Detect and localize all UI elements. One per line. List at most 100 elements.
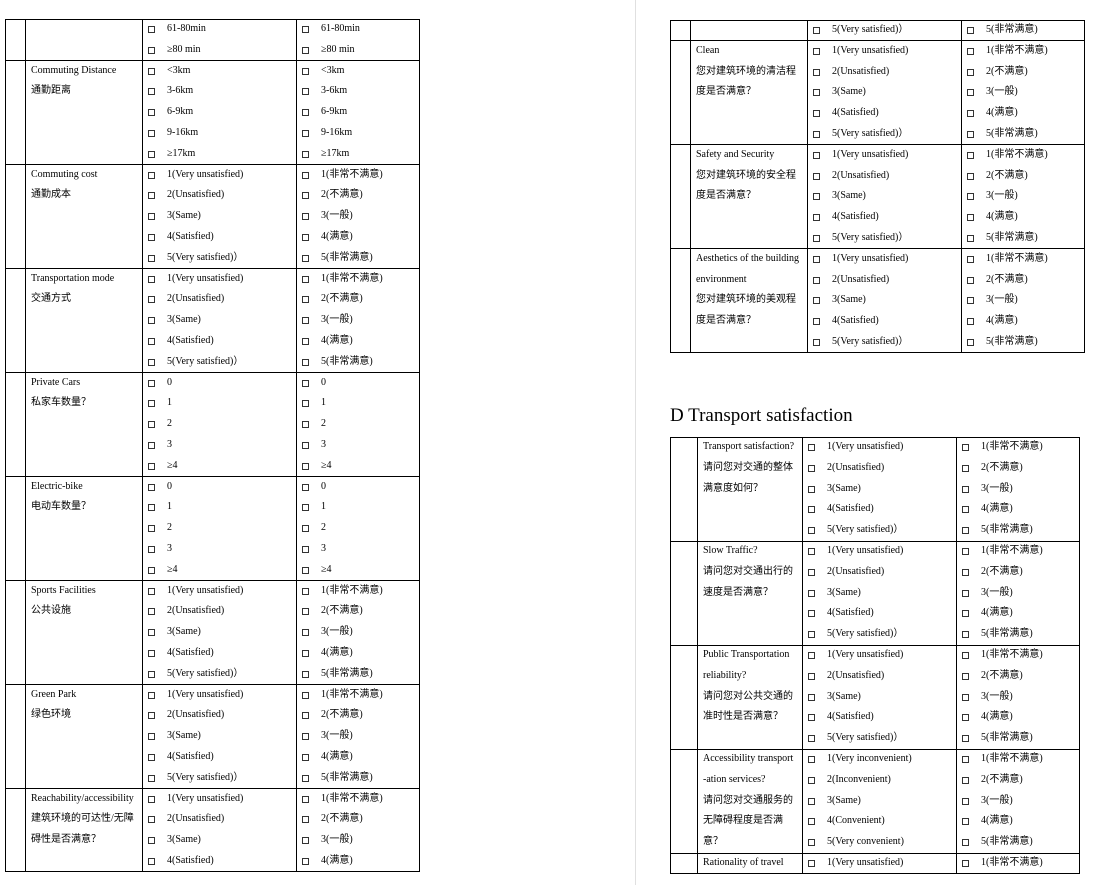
row-label: 请问您对交通的整体	[703, 461, 793, 473]
option-text: 4(Satisfied)	[167, 855, 214, 866]
checkbox	[808, 485, 815, 493]
option-text: 1(非常不满意)	[986, 44, 1048, 56]
option-text: 4(Convenient)	[827, 815, 885, 827]
checkbox	[302, 816, 309, 824]
checkbox	[148, 504, 155, 512]
table-cell	[4, 164, 26, 270]
row-label: Electric-bike	[31, 480, 83, 492]
option-text: 3(一般)	[981, 482, 1013, 494]
checkbox	[302, 338, 309, 345]
option-text: 4(Satisfied)	[827, 711, 874, 723]
option-text: 3(Same)	[832, 294, 866, 306]
checkbox	[962, 818, 969, 826]
option-text: 4(Satisfied)	[167, 231, 214, 242]
checkbox	[302, 67, 309, 75]
option-text: <3km	[167, 64, 191, 76]
checkbox	[148, 774, 155, 782]
table-cell	[141, 18, 297, 62]
option-text: 2	[167, 418, 172, 430]
row-label: 速度是否满意？	[703, 586, 773, 598]
checkbox	[813, 214, 820, 222]
checkbox	[302, 837, 309, 845]
table-cell	[4, 476, 26, 582]
row-label: 满意度如何？	[703, 482, 763, 494]
checkbox	[808, 589, 815, 597]
option-text: ≥17km	[321, 147, 350, 159]
option-text: 3(一般)	[321, 314, 353, 326]
checkbox	[148, 171, 155, 179]
checkbox	[148, 712, 155, 720]
checkbox	[148, 254, 155, 262]
checkbox	[967, 27, 974, 34]
checkbox	[808, 652, 815, 659]
option-text: 5(非常满意)	[986, 336, 1038, 347]
option-text: 61-80min	[167, 23, 206, 34]
table-cell	[295, 788, 420, 873]
option-text: 2(Inconvenient)	[827, 773, 891, 785]
option-text: 1(非常不满意)	[981, 649, 1043, 660]
option-text: 3(一般)	[321, 730, 353, 742]
checkbox	[302, 400, 309, 408]
checkbox	[813, 27, 820, 34]
checkbox	[808, 631, 815, 639]
checkbox	[302, 254, 309, 262]
option-text: 1(Very unsatisfied)	[832, 252, 909, 264]
option-text: 5(Very satisfied)）	[832, 336, 909, 347]
checkbox	[962, 652, 969, 659]
checkbox	[302, 150, 309, 158]
checkbox	[148, 462, 155, 470]
option-text: 4(满意)	[981, 503, 1013, 515]
checkbox	[813, 193, 820, 201]
option-text: 2(Unsatisfied)	[167, 709, 225, 721]
checkbox	[967, 110, 974, 118]
option-text: 6-9km	[167, 106, 194, 118]
checkbox	[148, 67, 155, 75]
option-text: 1	[167, 501, 172, 513]
checkbox	[148, 192, 155, 200]
option-text: 2(Unsatisfied)	[827, 565, 885, 577]
checkbox	[302, 275, 309, 283]
option-text: 4(Satisfied)	[827, 503, 874, 515]
checkbox	[962, 485, 969, 493]
row-label: -ation services?	[703, 773, 766, 785]
checkbox	[962, 610, 969, 618]
option-text: 2(不满意)	[986, 273, 1028, 285]
checkbox	[962, 735, 969, 743]
option-text: 5(Very satisfied)）	[832, 24, 909, 35]
option-text: 5(Very satisfied)）	[827, 524, 904, 536]
table-cell	[141, 372, 297, 478]
option-text: 5(非常满意)	[981, 732, 1033, 744]
checkbox	[302, 691, 309, 699]
option-text: 1(非常不满意)	[321, 584, 383, 596]
option-text: 3	[321, 543, 326, 554]
option-text: 5(非常满意)	[981, 628, 1033, 640]
checkbox	[813, 89, 820, 97]
checkbox	[962, 776, 969, 784]
option-text: 1(非常不满意)	[321, 792, 383, 804]
option-text: 1(Very unsatisfied)	[167, 272, 244, 284]
option-text: 5(Very satisfied)）	[827, 628, 904, 640]
option-text: 2(不满意)	[986, 65, 1028, 77]
checkbox	[813, 110, 820, 118]
checkbox	[148, 546, 155, 553]
row-label: 度是否满意？	[696, 86, 756, 98]
option-text: 4(满意)	[986, 107, 1018, 119]
checkbox	[808, 568, 815, 576]
option-text: 4(满意)	[321, 231, 353, 242]
row-label: Safety and Security	[696, 148, 775, 160]
checkbox	[148, 275, 155, 283]
checkbox	[967, 89, 974, 97]
checkbox	[148, 566, 155, 574]
checkbox	[962, 506, 969, 514]
option-text: ≥4	[167, 563, 178, 575]
checkbox	[148, 46, 155, 54]
table-cell	[4, 580, 26, 686]
row-label: Accessibility transport	[703, 753, 794, 764]
option-text: 2	[167, 522, 172, 534]
checkbox	[967, 68, 974, 76]
checkbox	[148, 442, 155, 449]
row-label: Public Transportation	[703, 649, 790, 660]
option-text: 2(Unsatisfied)	[167, 293, 225, 305]
option-text: 1(Very unsatisfied)	[827, 545, 904, 556]
row-label: 您对建筑环境的安全程	[696, 169, 796, 181]
